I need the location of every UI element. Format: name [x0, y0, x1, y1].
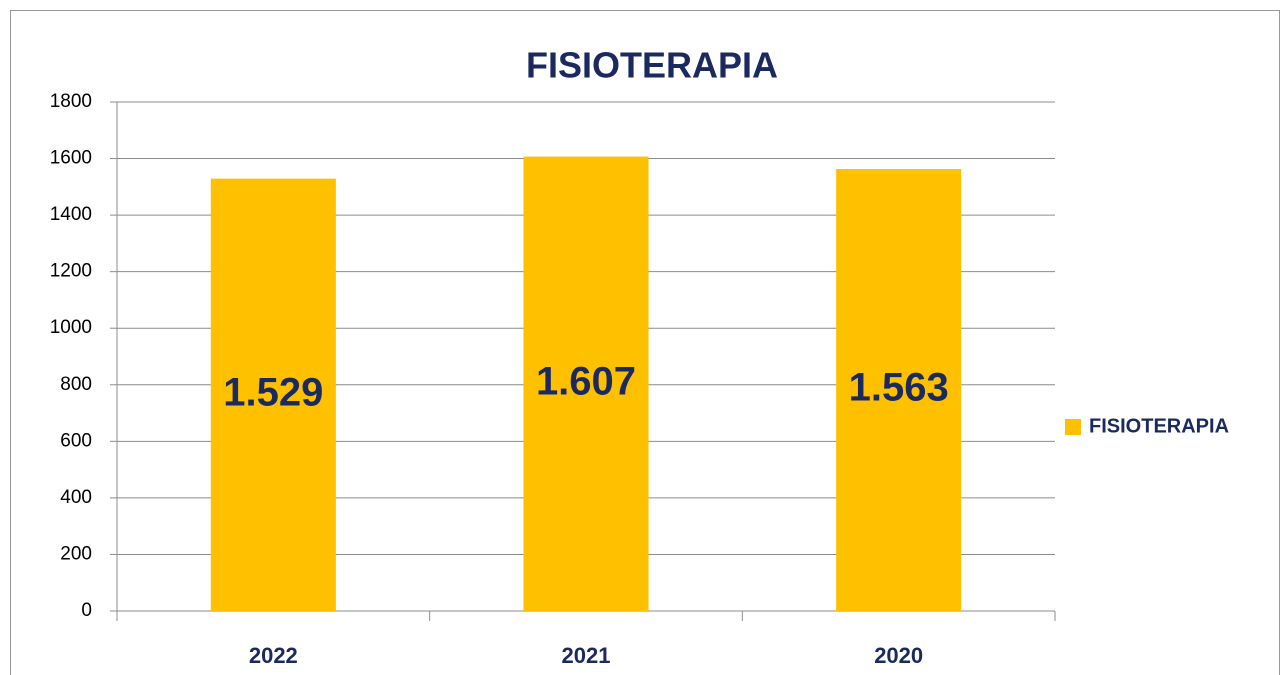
y-tick-label: 1200: [50, 261, 92, 282]
y-tick-label: 1000: [50, 317, 92, 338]
bar: [210, 178, 336, 611]
y-tick-label: 800: [60, 374, 92, 395]
legend-label: FISIOTERAPIA: [1089, 415, 1229, 437]
value-label: 1.607: [536, 359, 636, 403]
x-tick-label: 2022: [249, 643, 298, 668]
bar: [523, 156, 649, 611]
legend-swatch: [1065, 419, 1081, 435]
x-tick-label: 2021: [562, 643, 611, 668]
y-tick-label: 1600: [50, 148, 92, 169]
value-label: 1.529: [223, 370, 323, 414]
y-tick-label: 400: [60, 487, 92, 508]
y-tick-label: 1400: [50, 204, 92, 225]
chart-title: FISIOTERAPIA: [526, 45, 778, 86]
value-label: 1.563: [849, 366, 949, 410]
y-tick-label: 200: [60, 543, 92, 564]
y-tick-label: 0: [81, 600, 92, 621]
bar: [836, 169, 962, 612]
y-tick-label: 600: [60, 430, 92, 451]
y-tick-label: 1800: [50, 91, 92, 112]
x-tick-label: 2020: [874, 643, 923, 668]
